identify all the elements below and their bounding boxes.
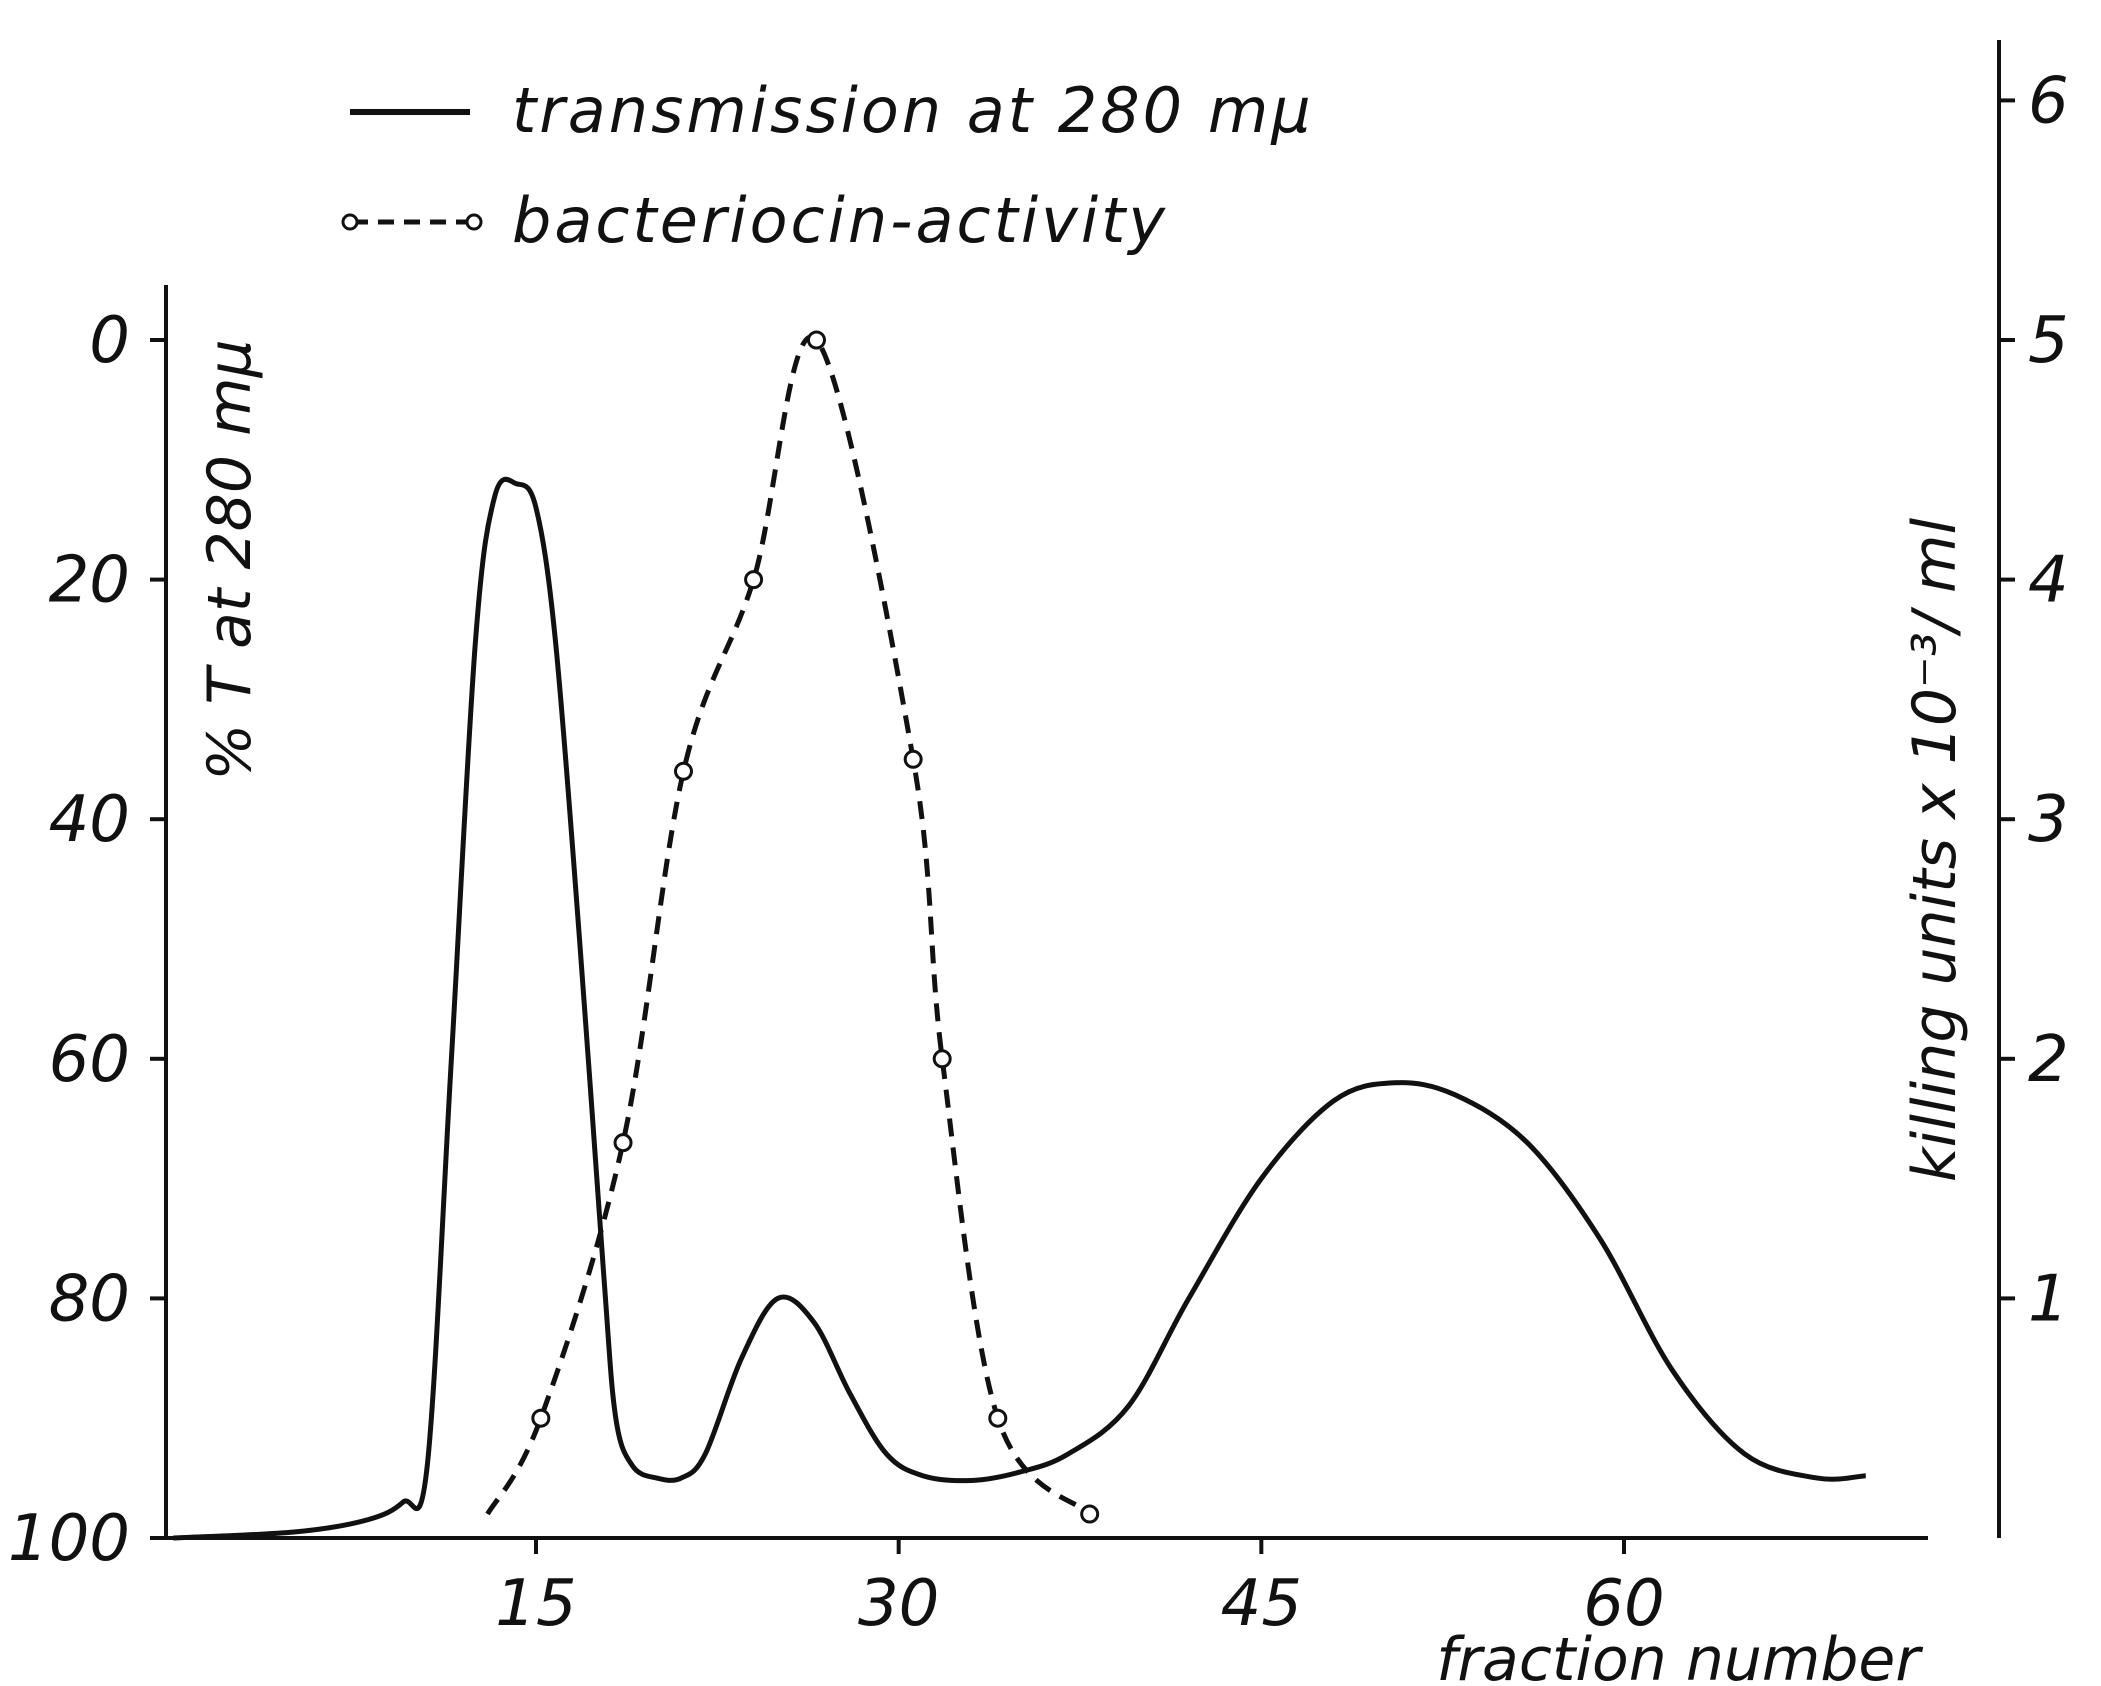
right-y-tick-label: 6: [2028, 64, 2069, 138]
bacteriocin-data-point: [613, 1133, 633, 1153]
series: [173, 330, 1867, 1541]
bacteriocin-data-point: [806, 330, 826, 350]
legend: transmission at 280 mμ bacteriocin-activ…: [341, 74, 1314, 257]
x-tick-label: 60: [1583, 1567, 1664, 1641]
bacteriocin-data-point: [1080, 1504, 1100, 1524]
bacteriocin-data-point: [903, 749, 923, 769]
bacteriocin-data-point: [744, 570, 764, 590]
series-line-transmission: [173, 476, 1867, 1541]
left-y-tick-label: 0: [89, 304, 130, 378]
left-y-tick-label: 100: [8, 1502, 130, 1576]
x-tick-label: 45: [1221, 1567, 1302, 1641]
left-y-tick-label: 60: [49, 1023, 130, 1097]
series-line-bacteriocin: [485, 334, 1092, 1516]
left-y-tick-label: 20: [49, 544, 130, 618]
right-y-tick-label: 2: [2028, 1023, 2069, 1097]
right-y-tick-label: 5: [2028, 304, 2069, 378]
right-y-tick-label: 4: [2028, 544, 2069, 618]
bacteriocin-data-point: [531, 1408, 551, 1428]
bacteriocin-data-point: [988, 1408, 1008, 1428]
axes: [164, 40, 2001, 1540]
legend-label-bacteriocin: bacteriocin-activity: [512, 184, 1168, 257]
bacteriocin-data-point: [673, 761, 693, 781]
left-y-axis-title: % T at 280 mμ: [195, 339, 265, 780]
x-tick-label: 30: [858, 1567, 939, 1641]
left-y-tick-label: 80: [49, 1262, 130, 1336]
x-axis-title: fraction number: [1436, 1625, 1923, 1686]
right-y-axis-title: killing units x 10⁻³/ ml: [1900, 518, 1970, 1183]
legend-circle-marker-left: [341, 213, 359, 231]
right-y-tick-label: 3: [2028, 783, 2069, 857]
right-y-tick-label: 1: [2028, 1262, 2069, 1336]
legend-label-transmission: transmission at 280 mμ: [512, 74, 1314, 147]
left-y-tick-label: 40: [49, 783, 130, 857]
legend-circle-marker-right: [465, 213, 483, 231]
x-tick-label: 15: [495, 1567, 576, 1641]
bacteriocin-data-point: [932, 1049, 952, 1069]
